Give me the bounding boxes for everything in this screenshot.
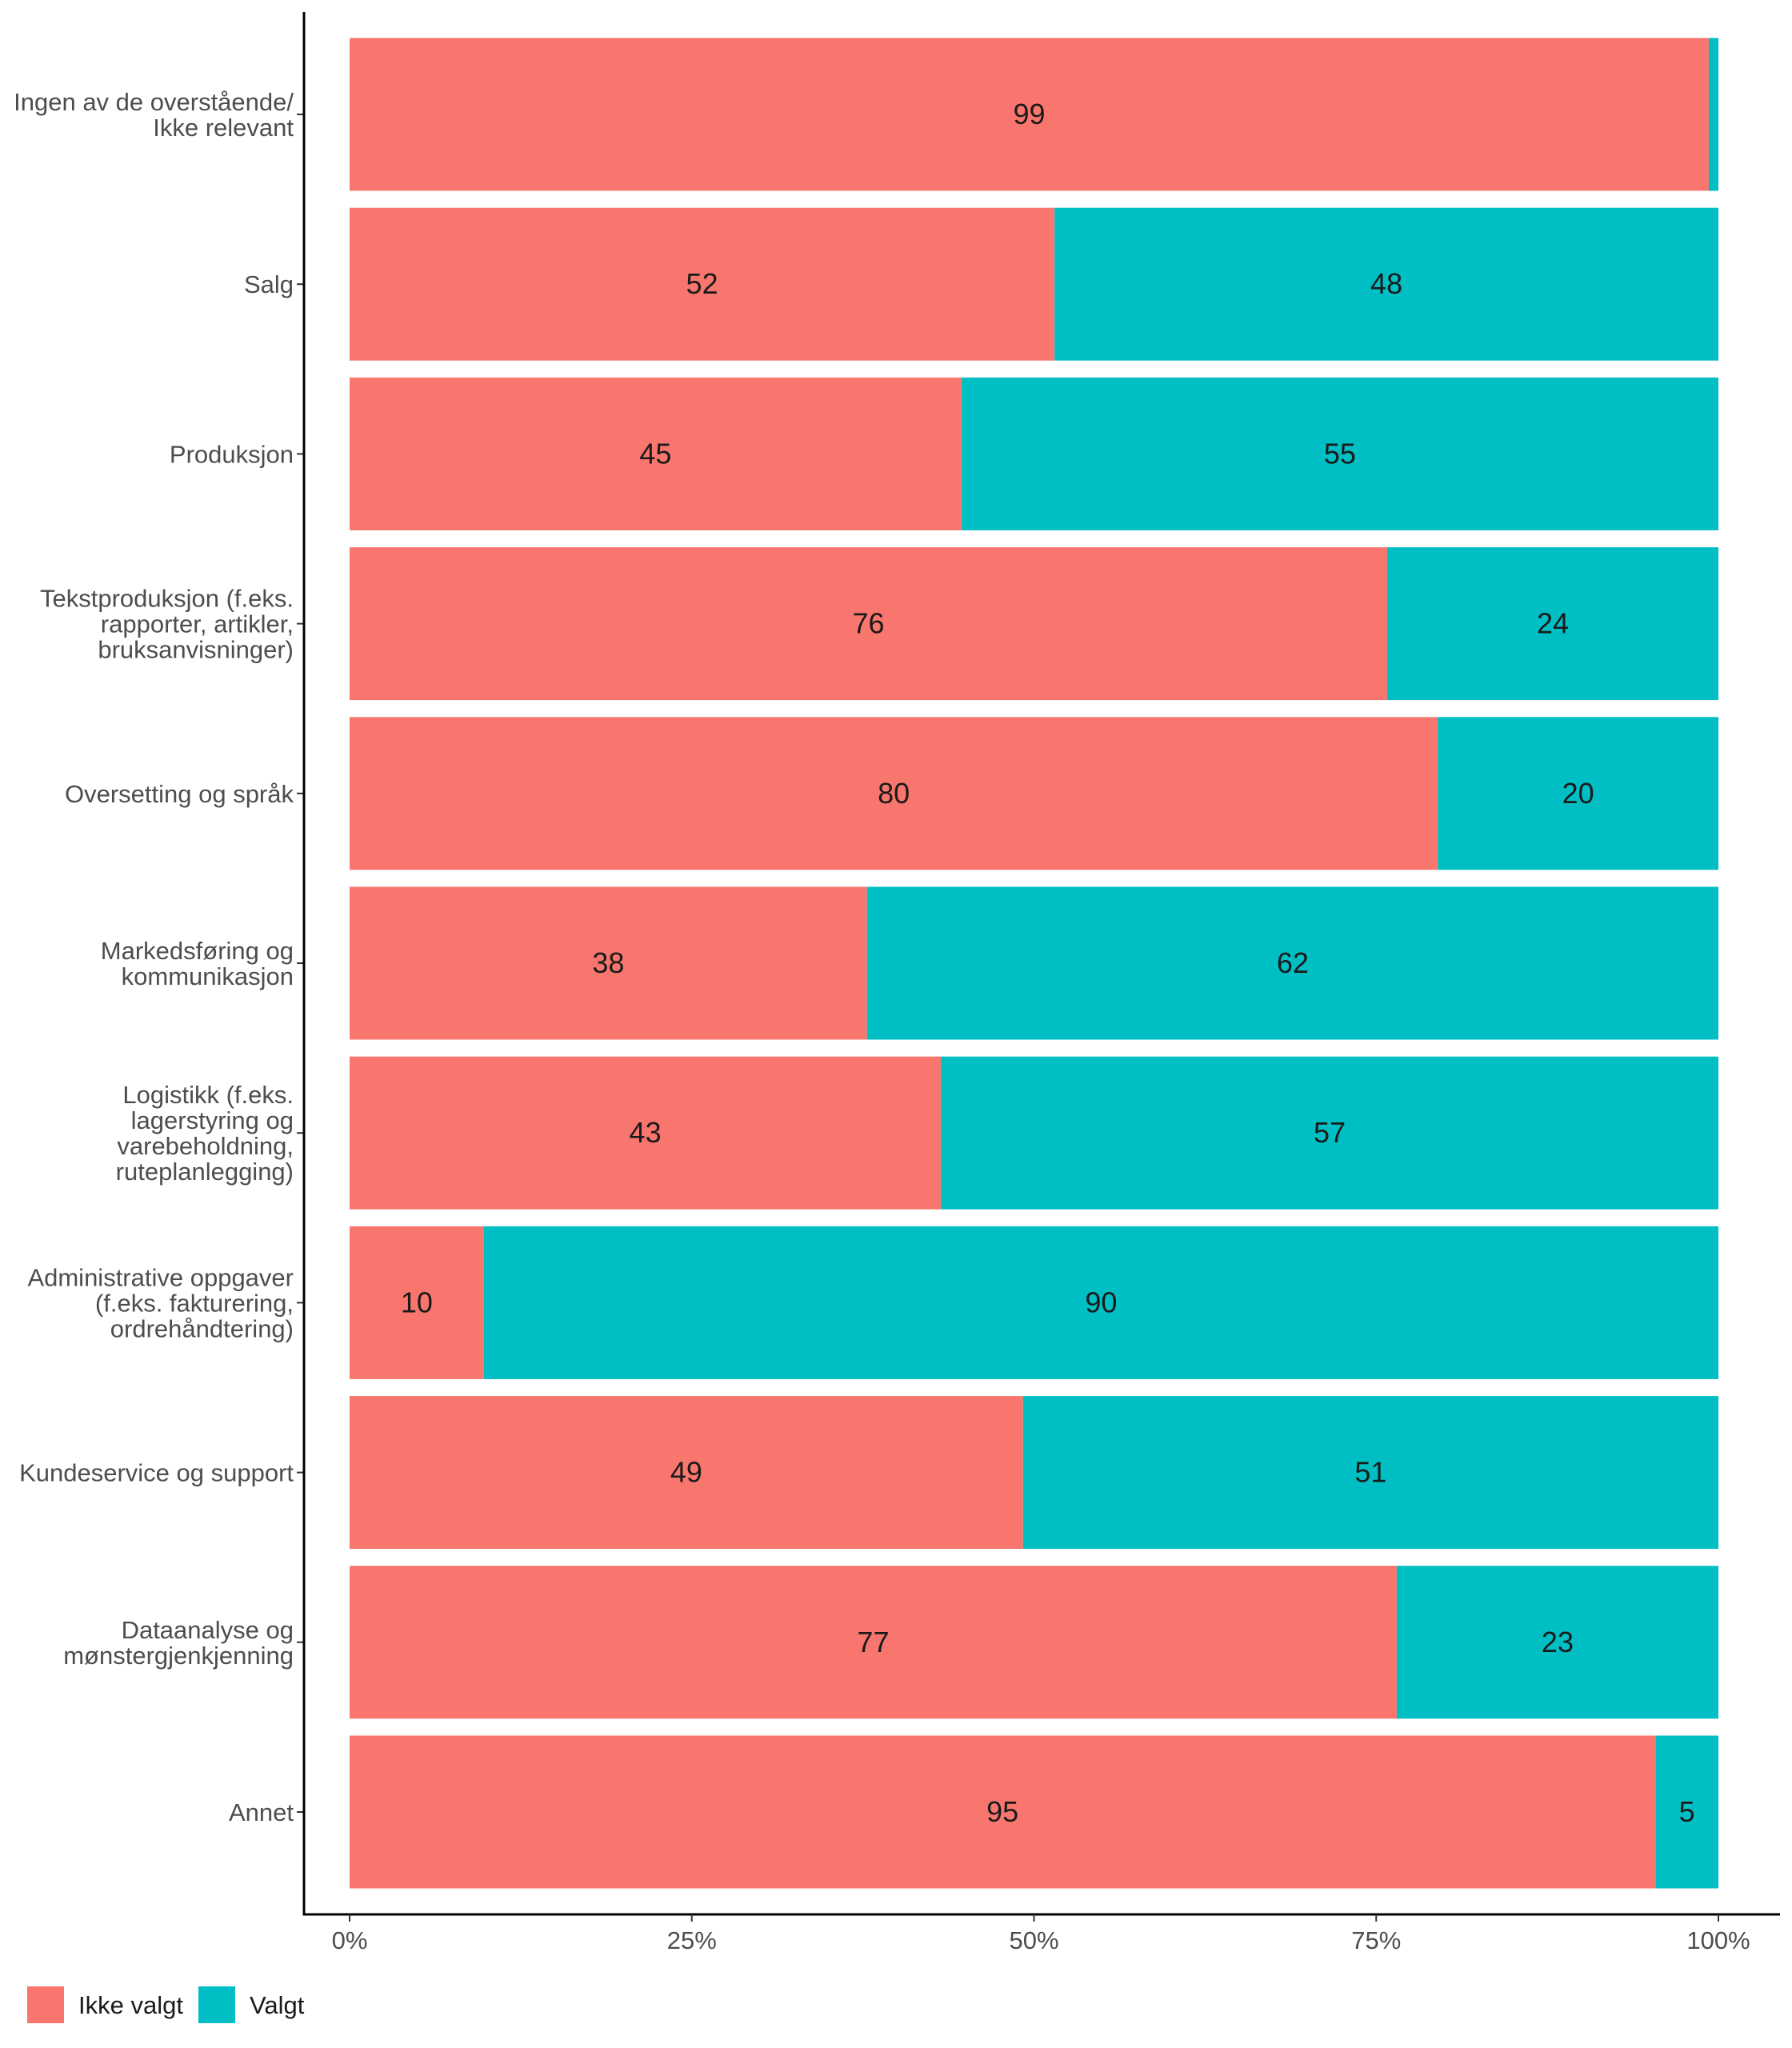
data-label: 45 (639, 437, 671, 470)
category-label: Dataanalyse og mønstergjenkjenning (63, 1616, 294, 1670)
bar-valgt-7 (483, 1226, 1718, 1379)
x-tick-label: 0% (332, 1926, 368, 1954)
bar-ikke-valgt-4 (350, 717, 1438, 870)
data-label: 52 (686, 267, 718, 300)
data-label: 24 (1537, 607, 1569, 640)
bar-valgt-9 (1396, 1566, 1718, 1719)
legend-label-valgt: Valgt (250, 1991, 305, 2019)
bar-valgt-10 (1655, 1735, 1718, 1889)
legend: Ikke valgt Valgt (27, 1986, 305, 2023)
data-label: 5 (1679, 1795, 1695, 1828)
x-tick-label: 50% (1009, 1926, 1058, 1954)
category-label: Produksjon (170, 440, 294, 468)
bar-ikke-valgt-3 (350, 547, 1387, 701)
category-label: Kundeservice og support (19, 1459, 294, 1487)
bar-ikke-valgt-6 (350, 1056, 942, 1210)
legend-key-valgt (198, 1986, 235, 2023)
data-label: 10 (401, 1286, 433, 1318)
data-label: 49 (670, 1456, 702, 1489)
category-label: Ingen av de overstående/Ikke relevant (14, 88, 294, 142)
data-label: 76 (852, 607, 884, 640)
data-label: 38 (592, 946, 624, 979)
data-label: 51 (1354, 1456, 1386, 1489)
bar-ikke-valgt-1 (350, 207, 1055, 361)
category-label: Oversetting og språk (65, 780, 294, 808)
category-label: Salg (244, 270, 294, 298)
bar-ikke-valgt-5 (350, 886, 867, 1040)
data-label: 23 (1542, 1626, 1574, 1658)
bar-valgt-2 (961, 377, 1718, 530)
x-tick-label: 100% (1686, 1926, 1750, 1954)
data-label: 20 (1562, 777, 1594, 810)
data-label: 48 (1370, 267, 1402, 300)
bar-valgt-1 (1054, 207, 1718, 361)
bar-ikke-valgt-10 (350, 1735, 1656, 1889)
bar-valgt-0 (1709, 38, 1718, 191)
data-labels-layer: 99 52 48 45 55 76 24 80 20 38 62 43 57 10 90 49 51 77 23 95… (401, 98, 1695, 1828)
bar-ikke-valgt-7 (350, 1226, 484, 1379)
bar-valgt-4 (1438, 717, 1718, 870)
bar-ikke-valgt-9 (350, 1566, 1397, 1719)
bar-valgt-5 (866, 886, 1718, 1040)
x-tick-label: 25% (667, 1926, 717, 1954)
data-label: 95 (986, 1795, 1018, 1828)
data-label: 80 (878, 777, 910, 810)
data-label: 62 (1277, 946, 1309, 979)
data-label: 55 (1324, 437, 1356, 470)
category-label: Logistikk (f.eks. lagerstyring og varebeho… (116, 1081, 294, 1186)
data-label: 77 (857, 1626, 889, 1658)
category-label: Markedsføring og kommunikasjon (101, 937, 294, 990)
legend-key-ikke-valgt (27, 1986, 64, 2023)
bar-valgt-6 (941, 1056, 1718, 1210)
data-label: 99 (1013, 98, 1045, 130)
legend-label-ikke-valgt: Ikke valgt (78, 1991, 183, 2019)
axes-layer: Ingen av de overstående/Ikke relevant Sal… (14, 12, 1780, 1954)
x-tick-label: 75% (1351, 1926, 1401, 1954)
category-label: Administrative oppgaver (f.eks. faktureri… (27, 1263, 294, 1342)
bar-ikke-valgt-8 (350, 1396, 1023, 1550)
bars-layer (350, 38, 1718, 1889)
bar-valgt-8 (1022, 1396, 1718, 1550)
category-label: Annet (229, 1798, 294, 1826)
bar-valgt-3 (1386, 547, 1718, 701)
bar-ikke-valgt-2 (350, 377, 962, 530)
data-label: 57 (1314, 1116, 1346, 1149)
category-label: Tekstproduksjon (f.eks. rapporter, artikl… (40, 585, 294, 664)
bar-ikke-valgt-0 (350, 38, 1710, 191)
data-label: 43 (630, 1116, 662, 1149)
data-label: 90 (1085, 1286, 1117, 1318)
